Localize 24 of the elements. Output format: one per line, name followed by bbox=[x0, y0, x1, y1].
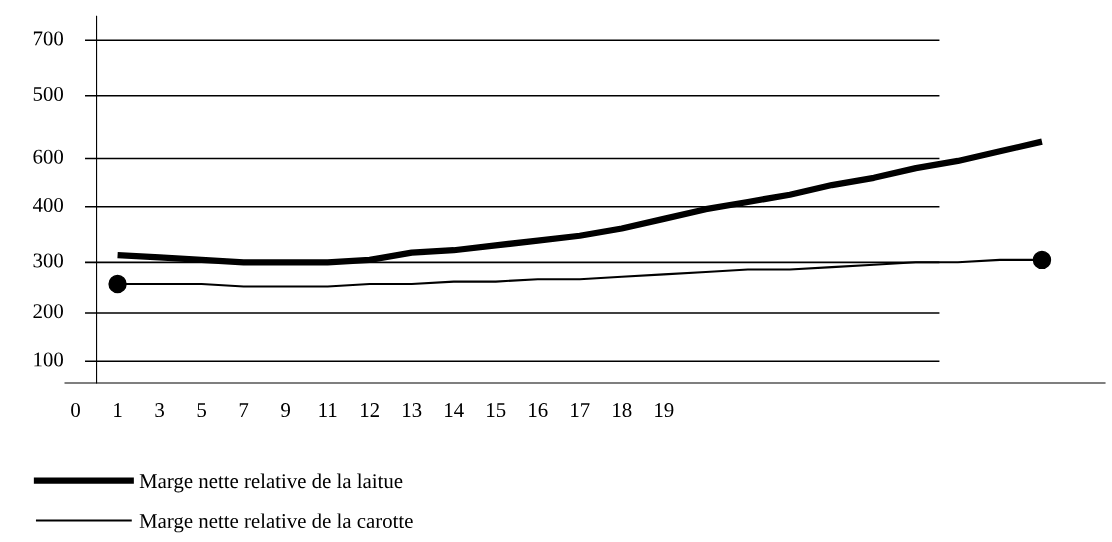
x-tick-label: 14 bbox=[445, 403, 464, 417]
x-tick-label: 7 bbox=[239, 403, 249, 417]
x-tick-label: 0 bbox=[71, 403, 80, 418]
x-tick-label: 15 bbox=[487, 403, 506, 418]
x-tick-label: 5 bbox=[197, 403, 206, 418]
text: 500 bbox=[33, 86, 63, 101]
text: 300 bbox=[33, 253, 63, 268]
x-tick-label: 17 bbox=[571, 403, 590, 417]
x-tick-label: 13 bbox=[403, 403, 422, 418]
text: 400 bbox=[32, 197, 63, 212]
legend-label: Marge nette relative de la laitue bbox=[139, 473, 403, 493]
x-tick-label: 19 bbox=[655, 403, 674, 418]
text: 700 bbox=[33, 31, 63, 46]
legend-label: Marge nette relative de la carotte bbox=[139, 513, 413, 533]
text: 100 bbox=[34, 352, 63, 367]
x-tick-label: 16 bbox=[529, 403, 548, 418]
x-tick-label: 1 bbox=[114, 403, 122, 417]
x-tick-label: 12 bbox=[361, 403, 379, 417]
x-tick-label: 11 bbox=[319, 403, 337, 417]
x-tick-label: 18 bbox=[613, 403, 632, 418]
x-tick-label: 9 bbox=[281, 403, 290, 418]
text: 600 bbox=[33, 149, 63, 164]
text: 200 bbox=[33, 304, 63, 319]
x-tick-label: 3 bbox=[155, 403, 164, 418]
